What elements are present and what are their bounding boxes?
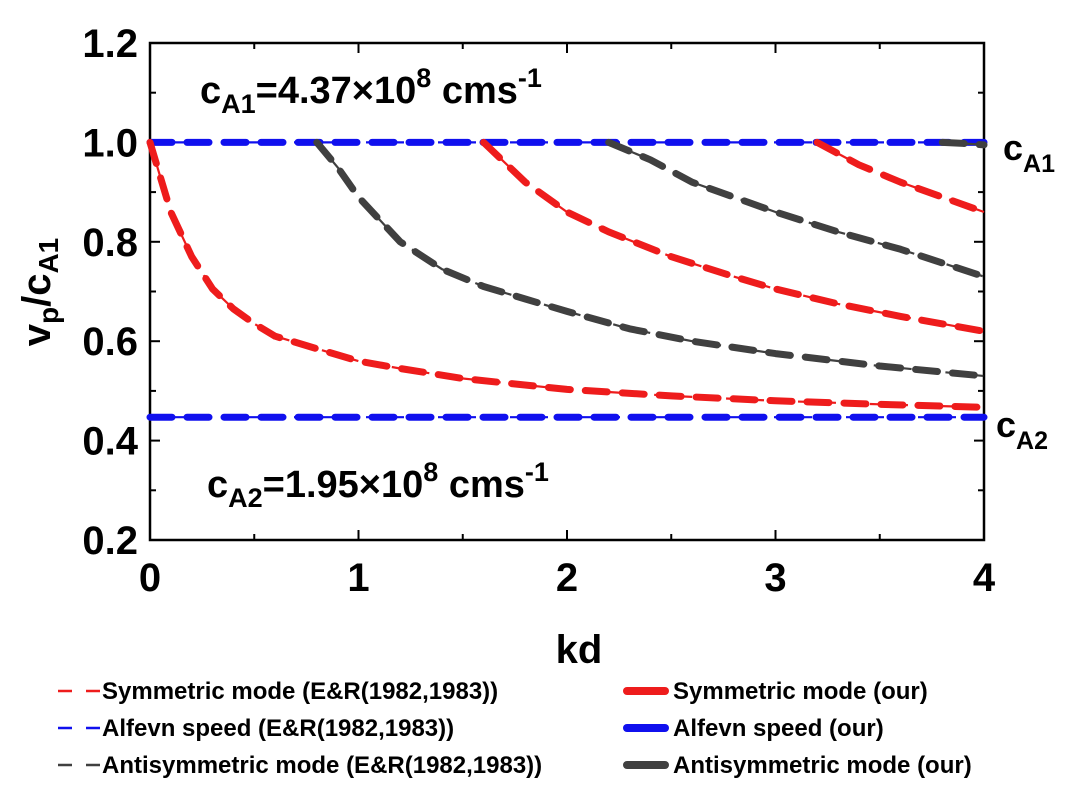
y-tick-label: 0.2	[82, 519, 138, 563]
ca1-edge-label: cA1	[1003, 127, 1055, 178]
y-axis-tick-labels: 0.2 0.4 0.6 0.8 1.0 1.2	[82, 22, 138, 563]
antisymmetric-series-our-6	[605, 138, 988, 281]
x-axis-tick-labels: 0 1 2 3 4	[139, 556, 996, 600]
legend-label-symmetric-our: Symmetric mode (our)	[673, 678, 928, 705]
x-tick-label: 2	[556, 556, 578, 600]
y-tick-label: 0.8	[82, 221, 138, 265]
legend-item-antisymmetric-our: Antisymmetric mode (our)	[623, 752, 972, 779]
symmetric-series-our-3	[480, 138, 988, 335]
legend-label-antisymmetric-our: Antisymmetric mode (our)	[673, 752, 972, 779]
x-axis-ticks	[149, 43, 985, 540]
x-axis-title: kd	[556, 628, 603, 672]
x-tick-label: 1	[347, 556, 369, 600]
symmetric-series-er-2	[148, 142, 985, 409]
y-tick-label: 1.0	[82, 121, 138, 165]
ca2-annotation: cA2=1.95×108 cms-1	[207, 457, 549, 513]
x-tick-label: 3	[764, 556, 786, 600]
symmetric-series-er-4	[816, 141, 985, 214]
x-tick-label: 0	[139, 556, 161, 600]
legend-label-antisymmetric-er: Antisymmetric mode (E&R(1982,1983))	[102, 752, 542, 779]
legend-item-alfven-our: Alfevn speed (our)	[623, 715, 884, 742]
legend-item-symmetric-er: Symmetric mode (E&R(1982,1983))	[58, 678, 498, 705]
antisymmetric-series-er-6	[608, 141, 985, 278]
legend-item-antisymmetric-er: Antisymmetric mode (E&R(1982,1983))	[58, 752, 542, 779]
ca1-annotation: cA1=4.37×108 cms-1	[200, 63, 542, 119]
y-axis-title: vp/cA1	[15, 238, 64, 347]
legend-label-alfven-er: Alfevn speed (E&R(1982,1983))	[102, 715, 454, 742]
legend: Symmetric mode (E&R(1982,1983)) Symmetri…	[58, 678, 972, 779]
ca2-edge-label: cA2	[996, 404, 1048, 455]
x-tick-label: 4	[973, 556, 996, 600]
legend-item-symmetric-our: Symmetric mode (our)	[623, 678, 928, 705]
y-tick-label: 0.6	[82, 320, 138, 364]
symmetric-series-er-3	[482, 141, 985, 333]
symmetric-series-our-2	[146, 138, 988, 411]
antisymmetric-series-er-7	[942, 141, 985, 146]
y-tick-label: 1.2	[82, 22, 138, 66]
y-tick-label: 0.4	[82, 420, 138, 464]
legend-item-alfven-er: Alfevn speed (E&R(1982,1983))	[58, 715, 454, 742]
antisymmetric-series-er-5	[315, 141, 985, 378]
legend-label-alfven-our: Alfevn speed (our)	[673, 715, 884, 742]
legend-label-symmetric-er: Symmetric mode (E&R(1982,1983))	[102, 678, 498, 705]
symmetric-series-our-4	[813, 138, 988, 216]
data-series	[146, 138, 988, 421]
